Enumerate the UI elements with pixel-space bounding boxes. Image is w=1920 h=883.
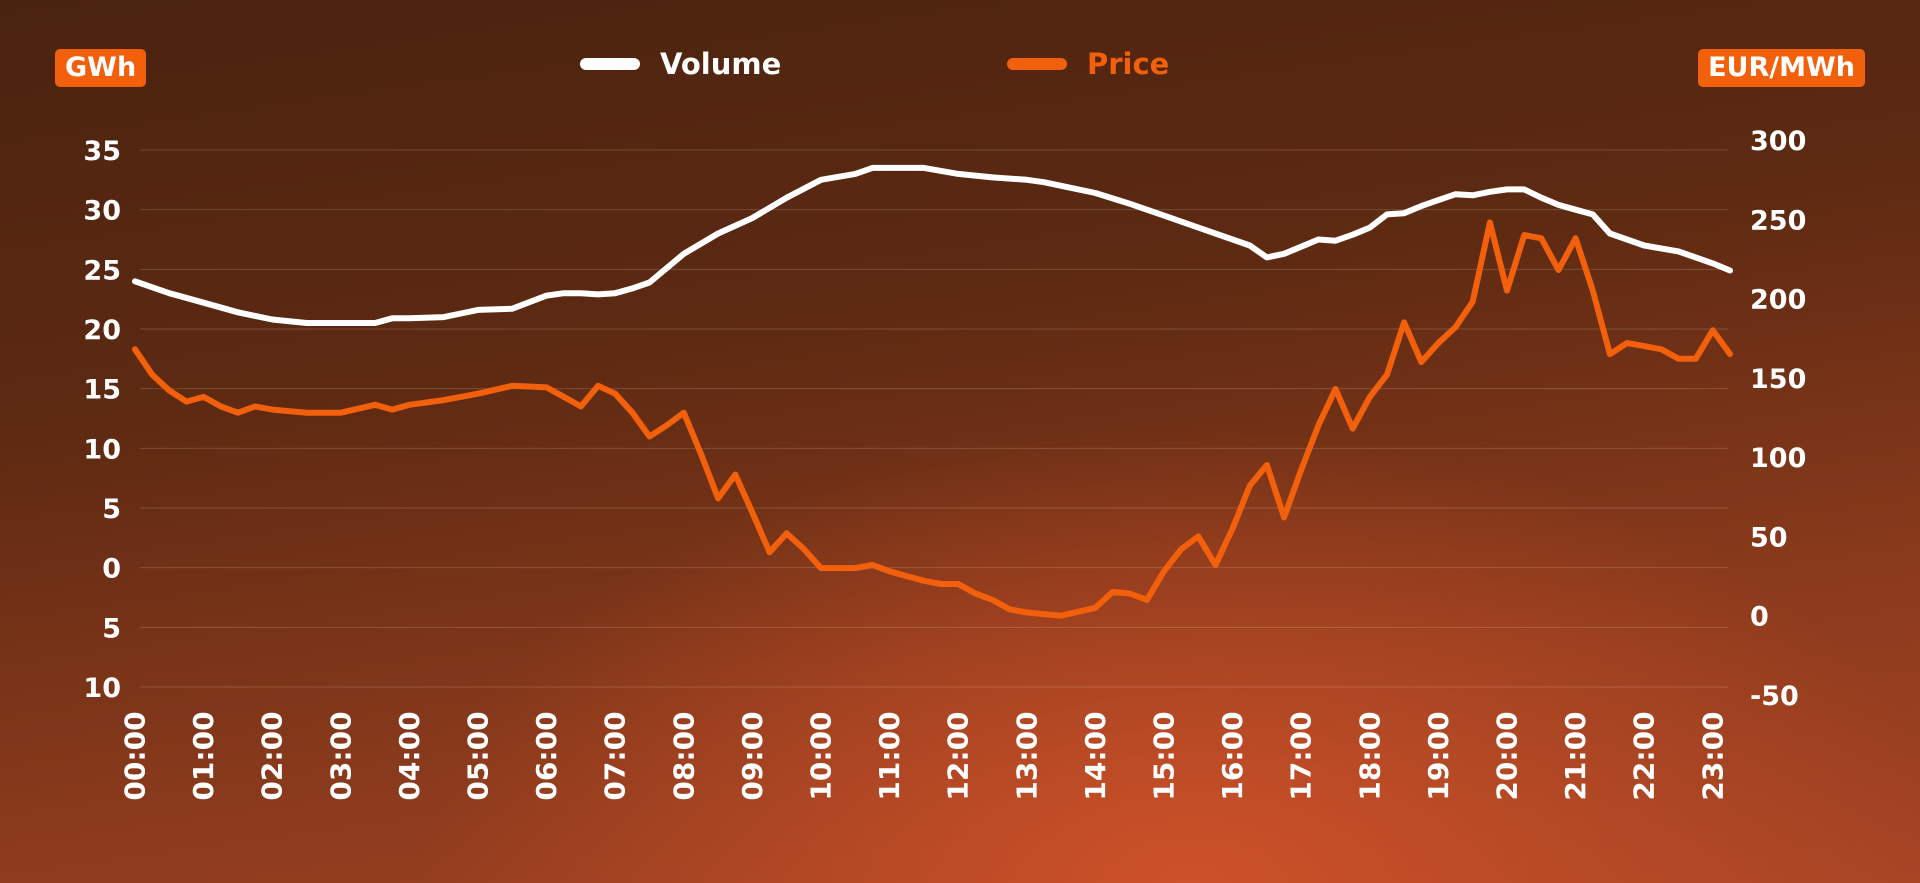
left-axis-unit-badge: GWh — [55, 49, 147, 87]
right-y-tick-label: -50 — [1750, 681, 1799, 712]
x-tick-label: 22:00 — [1628, 711, 1661, 800]
right-y-tick-label: 100 — [1750, 443, 1806, 474]
x-tick-label: 09:00 — [736, 711, 769, 800]
x-tick-label: 21:00 — [1559, 711, 1592, 800]
left-y-tick-label: 35 — [83, 136, 121, 167]
x-tick-label: 23:00 — [1696, 711, 1729, 800]
right-y-tick-label: 50 — [1750, 522, 1788, 553]
left-y-tick-label: 10 — [83, 434, 121, 465]
x-tick-label: 15:00 — [1148, 711, 1181, 800]
x-tick-label: 13:00 — [1010, 711, 1043, 800]
left-y-tick-label: 15 — [83, 375, 121, 406]
x-tick-label: 06:00 — [530, 711, 563, 800]
right-y-tick-label: 200 — [1750, 285, 1806, 316]
x-tick-label: 03:00 — [324, 711, 357, 800]
series-line-price — [132, 219, 1733, 619]
x-tick-label: 00:00 — [119, 711, 152, 800]
legend-label-price: Price — [1087, 47, 1170, 81]
x-tick-label: 07:00 — [599, 711, 632, 800]
x-tick-label: 16:00 — [1216, 711, 1249, 800]
series-line-volume — [132, 164, 1733, 326]
x-tick-label: 08:00 — [667, 711, 700, 800]
gridlines — [140, 149, 1728, 688]
right-y-tick-label: 150 — [1750, 364, 1806, 395]
legend-label-volume: Volume — [660, 47, 782, 81]
series-lines — [132, 164, 1733, 619]
x-tick-label: 12:00 — [942, 711, 975, 800]
right-axis-unit-badge: EUR/MWh — [1698, 49, 1865, 87]
x-tick-label: 11:00 — [873, 711, 906, 800]
left-y-axis: 35 30 25 20 15 10 5 0 5 10 — [83, 136, 121, 704]
left-y-tick-label: 5 — [102, 613, 121, 644]
legend-swatch-price — [1007, 58, 1067, 70]
right-y-tick-label: 300 — [1750, 126, 1806, 157]
x-tick-label: 01:00 — [187, 711, 220, 800]
right-y-tick-label: 0 — [1750, 602, 1769, 633]
left-y-tick-label: 5 — [102, 494, 121, 525]
x-tick-label: 05:00 — [462, 711, 495, 800]
x-tick-label: 04:00 — [393, 711, 426, 800]
x-tick-label: 14:00 — [1079, 711, 1112, 800]
x-tick-label: 18:00 — [1353, 711, 1386, 800]
x-tick-label: 10:00 — [805, 711, 838, 800]
x-axis: 00:00 01:00 02:00 03:00 04:00 05:00 06:00 07:00… — [119, 711, 1730, 800]
x-tick-label: 20:00 — [1491, 711, 1524, 800]
left-y-tick-label: 0 — [102, 554, 121, 585]
left-y-tick-label: 20 — [83, 315, 121, 346]
legend-item-volume: Volume — [580, 44, 781, 84]
right-y-axis: 300 250 200 150 100 50 0 -50 — [1750, 126, 1806, 712]
x-tick-label: 17:00 — [1285, 711, 1318, 800]
left-y-tick-label: 30 — [83, 196, 121, 227]
x-tick-label: 19:00 — [1422, 711, 1455, 800]
x-tick-label: 02:00 — [256, 711, 289, 800]
legend-swatch-volume — [580, 58, 640, 70]
legend-item-price: Price — [1007, 44, 1169, 84]
left-y-tick-label: 25 — [83, 255, 121, 286]
right-y-tick-label: 250 — [1750, 205, 1806, 236]
left-y-tick-label: 10 — [83, 673, 121, 704]
